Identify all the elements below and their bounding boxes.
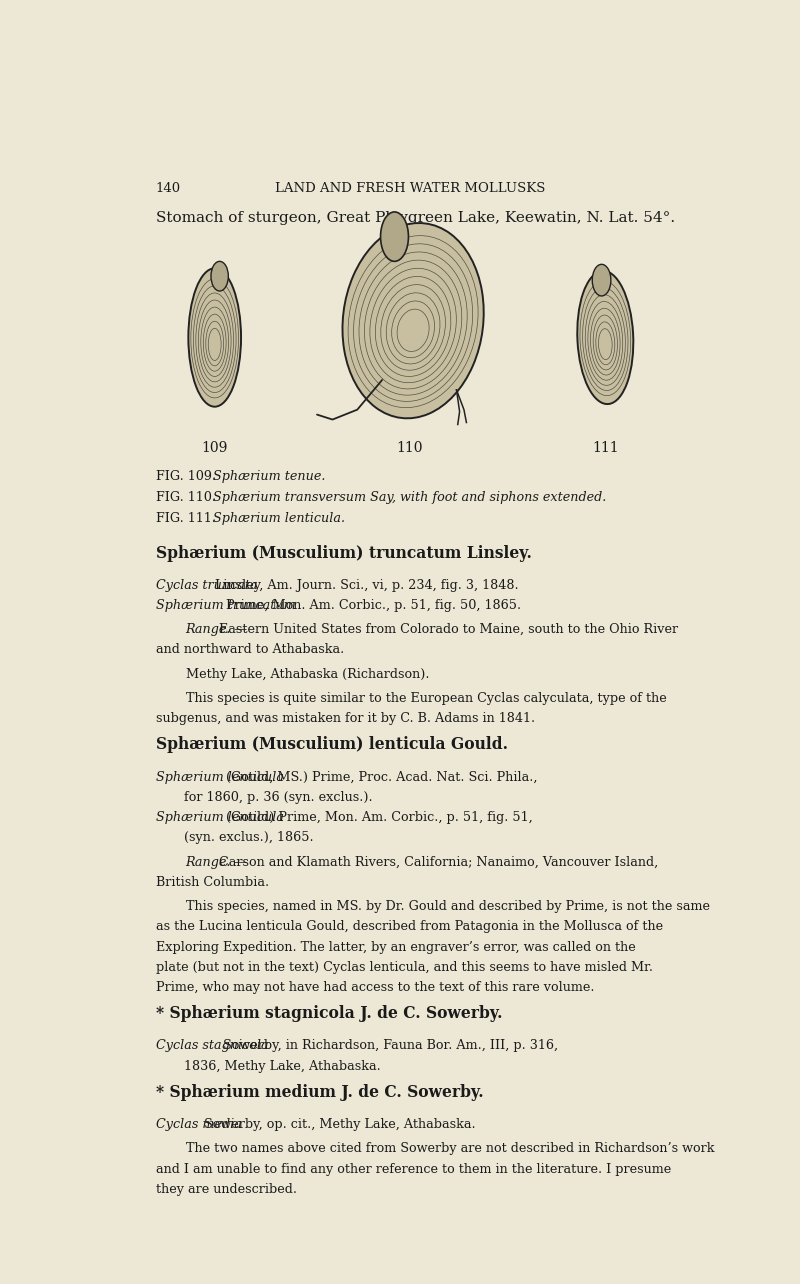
Text: Range. —: Range. — (186, 623, 248, 636)
Text: The two names above cited from Sowerby are not described in Richardson’s work: The two names above cited from Sowerby a… (186, 1143, 714, 1156)
Text: Sphærium lenticula.: Sphærium lenticula. (213, 512, 345, 525)
Ellipse shape (211, 262, 228, 291)
Text: Sphærium lenticula: Sphærium lenticula (156, 811, 284, 824)
Text: Sphærium (Musculium) lenticula Gould.: Sphærium (Musculium) lenticula Gould. (156, 737, 508, 754)
Text: plate (but not in the text) Cyclas lenticula, and this seems to have misled Mr.: plate (but not in the text) Cyclas lenti… (156, 960, 653, 973)
Text: Stomach of sturgeon, Great Playgreen Lake, Keewatin, N. Lat. 54°.: Stomach of sturgeon, Great Playgreen Lak… (156, 212, 675, 226)
Text: they are undescribed.: they are undescribed. (156, 1183, 297, 1195)
Ellipse shape (342, 223, 484, 419)
Text: FIG. 110.: FIG. 110. (156, 492, 216, 505)
Text: Prime, who may not have had access to the text of this rare volume.: Prime, who may not have had access to th… (156, 981, 594, 994)
Ellipse shape (578, 271, 634, 404)
Text: Sowerby, in Richardson, Fauna Bor. Am., III, p. 316,: Sowerby, in Richardson, Fauna Bor. Am., … (218, 1040, 558, 1053)
Text: Sowerby, op. cit., Methy Lake, Athabaska.: Sowerby, op. cit., Methy Lake, Athabaska… (200, 1118, 476, 1131)
Text: FIG. 109.: FIG. 109. (156, 470, 216, 484)
Text: FIG. 111.: FIG. 111. (156, 512, 216, 525)
Text: subgenus, and was mistaken for it by C. B. Adams in 1841.: subgenus, and was mistaken for it by C. … (156, 713, 535, 725)
Text: Sphærium lenticula: Sphærium lenticula (156, 770, 284, 783)
Text: Sphærium (Musculium) truncatum Linsley.: Sphærium (Musculium) truncatum Linsley. (156, 544, 532, 561)
Text: 140: 140 (156, 182, 181, 195)
Text: LAND AND FRESH WATER MOLLUSKS: LAND AND FRESH WATER MOLLUSKS (275, 182, 545, 195)
Text: * Sphærium stagnicola J. de C. Sowerby.: * Sphærium stagnicola J. de C. Sowerby. (156, 1005, 502, 1022)
Text: and northward to Athabaska.: and northward to Athabaska. (156, 643, 344, 656)
Text: and I am unable to find any other reference to them in the literature. I presume: and I am unable to find any other refere… (156, 1162, 671, 1176)
Text: as the Lucina lenticula Gould, described from Patagonia in the Mollusca of the: as the Lucina lenticula Gould, described… (156, 921, 663, 933)
Text: Sphærium transversum Say, with foot and siphons extended.: Sphærium transversum Say, with foot and … (213, 492, 606, 505)
Text: Linsley, Am. Journ. Sci., vi, p. 234, fig. 3, 1848.: Linsley, Am. Journ. Sci., vi, p. 234, fi… (211, 579, 518, 592)
Text: Cyclas truncata: Cyclas truncata (156, 579, 258, 592)
Text: Cyclas stagnicola: Cyclas stagnicola (156, 1040, 269, 1053)
Text: Carson and Klamath Rivers, California; Nanaimo, Vancouver Island,: Carson and Klamath Rivers, California; N… (215, 855, 658, 868)
Text: Prime, Mon. Am. Corbic., p. 51, fig. 50, 1865.: Prime, Mon. Am. Corbic., p. 51, fig. 50,… (222, 598, 522, 612)
Text: Exploring Expedition. The latter, by an engraver’s error, was called on the: Exploring Expedition. The latter, by an … (156, 941, 635, 954)
Text: Sphærium truncatum: Sphærium truncatum (156, 598, 295, 612)
Ellipse shape (188, 268, 241, 407)
Text: 110: 110 (397, 440, 423, 455)
Text: Cyclas media: Cyclas media (156, 1118, 242, 1131)
Ellipse shape (592, 265, 611, 295)
Text: 1836, Methy Lake, Athabaska.: 1836, Methy Lake, Athabaska. (184, 1059, 381, 1072)
Text: 109: 109 (202, 440, 228, 455)
Text: Range. —: Range. — (186, 855, 248, 868)
Text: This species, named in MS. by Dr. Gould and described by Prime, is not the same: This species, named in MS. by Dr. Gould … (186, 900, 710, 913)
Ellipse shape (381, 212, 409, 262)
Text: (syn. exclus.), 1865.: (syn. exclus.), 1865. (184, 831, 314, 845)
Text: for 1860, p. 36 (syn. exclus.).: for 1860, p. 36 (syn. exclus.). (184, 791, 372, 804)
Text: 111: 111 (592, 440, 618, 455)
Text: British Columbia.: British Columbia. (156, 876, 269, 889)
Text: Eastern United States from Colorado to Maine, south to the Ohio River: Eastern United States from Colorado to M… (215, 623, 678, 636)
Text: Methy Lake, Athabaska (Richardson).: Methy Lake, Athabaska (Richardson). (186, 668, 429, 681)
Text: This species is quite similar to the European Cyclas calyculata, type of the: This species is quite similar to the Eur… (186, 692, 666, 705)
Text: (Gould, MS.) Prime, Proc. Acad. Nat. Sci. Phila.,: (Gould, MS.) Prime, Proc. Acad. Nat. Sci… (222, 770, 538, 783)
Text: * Sphærium medium J. de C. Sowerby.: * Sphærium medium J. de C. Sowerby. (156, 1084, 483, 1100)
Text: Sphærium tenue.: Sphærium tenue. (213, 470, 326, 484)
Text: (Gould) Prime, Mon. Am. Corbic., p. 51, fig. 51,: (Gould) Prime, Mon. Am. Corbic., p. 51, … (222, 811, 533, 824)
